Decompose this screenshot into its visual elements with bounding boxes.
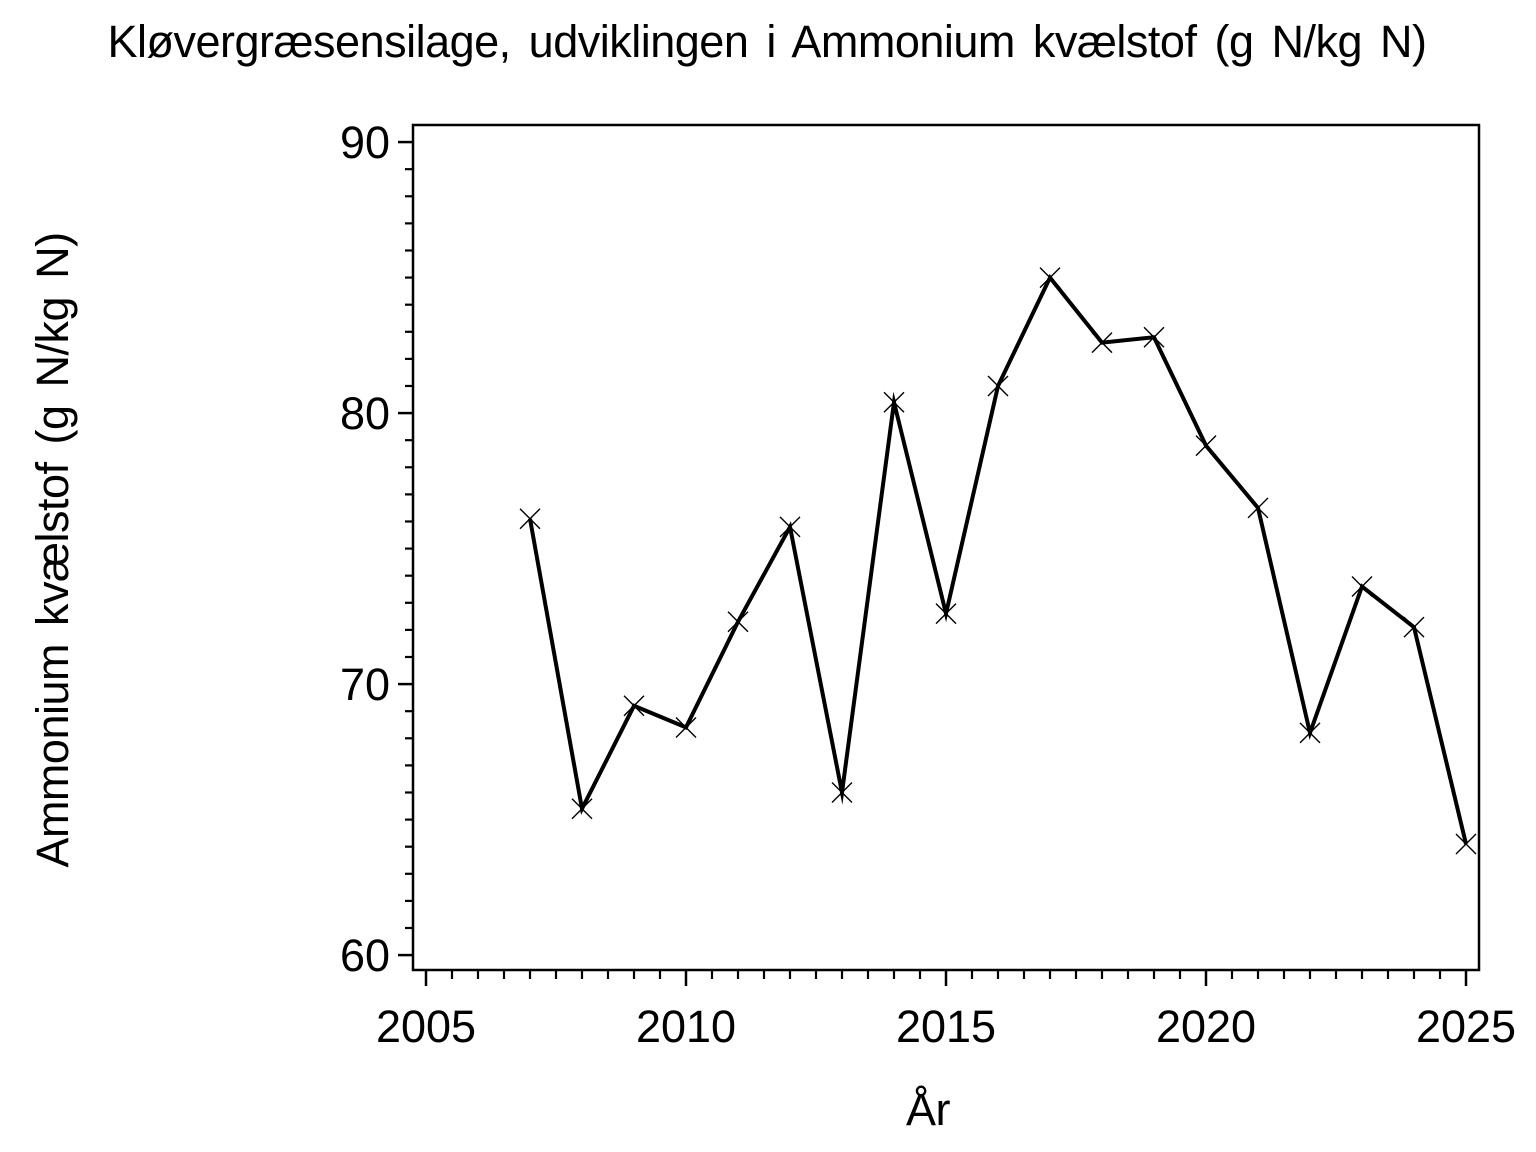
y-tick-label: 70 xyxy=(340,659,390,710)
y-tick-label: 60 xyxy=(340,930,390,981)
axis-ticks xyxy=(398,140,1468,986)
data-point-marker xyxy=(1455,833,1477,855)
tick-labels: 60 70 80 90 2005 2010 2015 2020 2025 xyxy=(340,117,1516,1052)
data-point-marker xyxy=(519,508,541,530)
data-point-marker xyxy=(1091,332,1113,354)
x-tick-label: 2015 xyxy=(896,1001,996,1052)
data-point-marker xyxy=(1299,722,1321,744)
chart-title: Kløvergræsensilage, udviklingen i Ammoni… xyxy=(108,16,1427,67)
data-point-marker xyxy=(623,695,645,717)
x-tick-label: 2005 xyxy=(376,1001,476,1052)
data-series xyxy=(519,267,1477,855)
data-point-marker xyxy=(675,716,697,738)
data-point-marker xyxy=(1039,267,1061,289)
data-point-marker xyxy=(935,603,957,625)
data-point-marker xyxy=(1195,435,1217,457)
data-point-marker xyxy=(1247,497,1269,519)
data-point-marker xyxy=(1143,326,1165,348)
x-tick-label: 2020 xyxy=(1156,1001,1256,1052)
data-point-marker xyxy=(1351,576,1373,598)
y-tick-label: 90 xyxy=(340,117,390,168)
data-point-marker xyxy=(727,611,749,633)
plot-frame xyxy=(411,123,1481,972)
data-line xyxy=(528,273,1468,845)
data-point-marker xyxy=(779,516,801,538)
data-point-marker xyxy=(987,375,1009,397)
x-axis-label: År xyxy=(906,1084,951,1135)
data-point-marker xyxy=(571,798,593,820)
y-tick-label: 80 xyxy=(340,388,390,439)
x-tick-label: 2025 xyxy=(1416,1001,1516,1052)
data-point-marker xyxy=(883,391,905,413)
y-axis-label: Ammonium kvælstof (g N/kg N) xyxy=(27,232,78,867)
x-tick-label: 2010 xyxy=(636,1001,736,1052)
data-point-marker xyxy=(1403,616,1425,638)
data-point-marker xyxy=(831,781,853,803)
